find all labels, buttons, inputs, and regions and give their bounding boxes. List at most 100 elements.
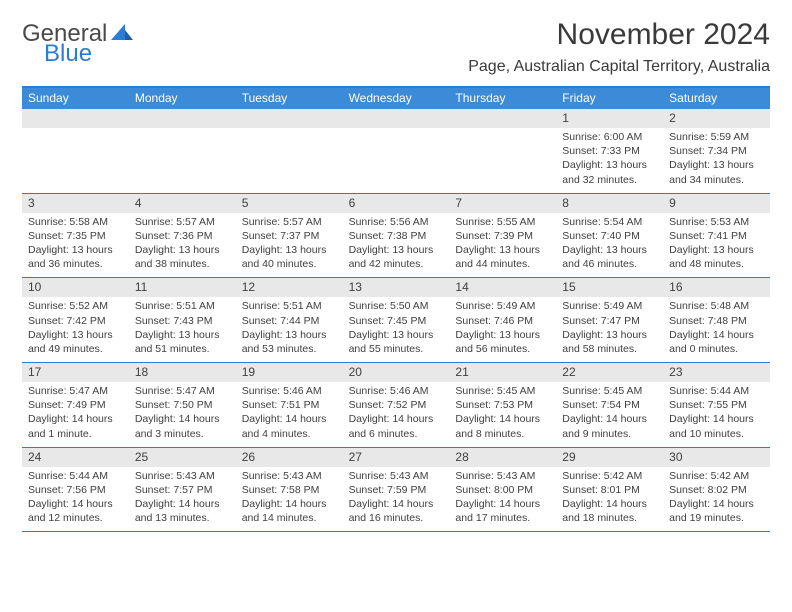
day-cell: Sunrise: 5:44 AMSunset: 7:56 PMDaylight:… (22, 467, 129, 532)
daylight-text: Daylight: 13 hours and 55 minutes. (349, 328, 446, 356)
daylight-text: Daylight: 13 hours and 34 minutes. (669, 158, 766, 186)
day-cell: Sunrise: 5:49 AMSunset: 7:47 PMDaylight:… (556, 297, 663, 362)
sunset-text: Sunset: 7:58 PM (242, 483, 339, 497)
daylight-text: Daylight: 14 hours and 10 minutes. (669, 412, 766, 440)
daylight-text: Daylight: 13 hours and 40 minutes. (242, 243, 339, 271)
day-cell: Sunrise: 5:56 AMSunset: 7:38 PMDaylight:… (343, 213, 450, 278)
title-block: November 2024 Page, Australian Capital T… (468, 18, 770, 76)
day-number-row: 3456789 (22, 194, 770, 213)
day-number: 16 (663, 278, 770, 297)
sunrise-text: Sunrise: 5:43 AM (455, 469, 552, 483)
day-cell (236, 128, 343, 193)
day-cell: Sunrise: 5:58 AMSunset: 7:35 PMDaylight:… (22, 213, 129, 278)
week-block: 24252627282930Sunrise: 5:44 AMSunset: 7:… (22, 448, 770, 533)
sunset-text: Sunset: 7:38 PM (349, 229, 446, 243)
sunrise-text: Sunrise: 5:44 AM (669, 384, 766, 398)
sunset-text: Sunset: 7:55 PM (669, 398, 766, 412)
day-number: 18 (129, 363, 236, 382)
daylight-text: Daylight: 14 hours and 8 minutes. (455, 412, 552, 440)
day-content-row: Sunrise: 6:00 AMSunset: 7:33 PMDaylight:… (22, 128, 770, 193)
day-content-row: Sunrise: 5:52 AMSunset: 7:42 PMDaylight:… (22, 297, 770, 362)
sunset-text: Sunset: 7:39 PM (455, 229, 552, 243)
day-cell: Sunrise: 5:59 AMSunset: 7:34 PMDaylight:… (663, 128, 770, 193)
weekday-header: Friday (556, 88, 663, 109)
calendar-grid: SundayMondayTuesdayWednesdayThursdayFrid… (22, 86, 770, 532)
month-title: November 2024 (468, 18, 770, 52)
sunrise-text: Sunrise: 5:47 AM (28, 384, 125, 398)
day-number: 13 (343, 278, 450, 297)
sunset-text: Sunset: 7:50 PM (135, 398, 232, 412)
day-number: 25 (129, 448, 236, 467)
daylight-text: Daylight: 13 hours and 51 minutes. (135, 328, 232, 356)
day-content-row: Sunrise: 5:58 AMSunset: 7:35 PMDaylight:… (22, 213, 770, 278)
day-number: 23 (663, 363, 770, 382)
sunrise-text: Sunrise: 5:54 AM (562, 215, 659, 229)
sunrise-text: Sunrise: 5:43 AM (349, 469, 446, 483)
day-number-row: 12 (22, 109, 770, 128)
sunrise-text: Sunrise: 5:45 AM (562, 384, 659, 398)
sunset-text: Sunset: 7:45 PM (349, 314, 446, 328)
weekday-header: Monday (129, 88, 236, 109)
sunrise-text: Sunrise: 5:49 AM (455, 299, 552, 313)
day-number: 27 (343, 448, 450, 467)
day-number-row: 24252627282930 (22, 448, 770, 467)
daylight-text: Daylight: 13 hours and 56 minutes. (455, 328, 552, 356)
day-number: 26 (236, 448, 343, 467)
daylight-text: Daylight: 13 hours and 48 minutes. (669, 243, 766, 271)
day-number: 14 (449, 278, 556, 297)
sunset-text: Sunset: 8:02 PM (669, 483, 766, 497)
day-number: 24 (22, 448, 129, 467)
day-number (22, 109, 129, 128)
week-block: 10111213141516Sunrise: 5:52 AMSunset: 7:… (22, 278, 770, 363)
daylight-text: Daylight: 14 hours and 4 minutes. (242, 412, 339, 440)
daylight-text: Daylight: 13 hours and 38 minutes. (135, 243, 232, 271)
sunset-text: Sunset: 7:59 PM (349, 483, 446, 497)
daylight-text: Daylight: 13 hours and 58 minutes. (562, 328, 659, 356)
day-number: 9 (663, 194, 770, 213)
day-cell: Sunrise: 5:47 AMSunset: 7:50 PMDaylight:… (129, 382, 236, 447)
day-number (449, 109, 556, 128)
weekday-header-row: SundayMondayTuesdayWednesdayThursdayFrid… (22, 88, 770, 109)
day-cell: Sunrise: 5:51 AMSunset: 7:44 PMDaylight:… (236, 297, 343, 362)
day-number: 6 (343, 194, 450, 213)
daylight-text: Daylight: 14 hours and 1 minute. (28, 412, 125, 440)
week-block: 17181920212223Sunrise: 5:47 AMSunset: 7:… (22, 363, 770, 448)
sunrise-text: Sunrise: 5:56 AM (349, 215, 446, 229)
day-cell: Sunrise: 5:42 AMSunset: 8:01 PMDaylight:… (556, 467, 663, 532)
day-cell (449, 128, 556, 193)
daylight-text: Daylight: 13 hours and 44 minutes. (455, 243, 552, 271)
sunset-text: Sunset: 7:57 PM (135, 483, 232, 497)
day-number-row: 10111213141516 (22, 278, 770, 297)
daylight-text: Daylight: 13 hours and 53 minutes. (242, 328, 339, 356)
day-cell: Sunrise: 5:43 AMSunset: 7:58 PMDaylight:… (236, 467, 343, 532)
sunset-text: Sunset: 7:34 PM (669, 144, 766, 158)
day-cell: Sunrise: 5:57 AMSunset: 7:37 PMDaylight:… (236, 213, 343, 278)
day-number: 12 (236, 278, 343, 297)
week-block: 12Sunrise: 6:00 AMSunset: 7:33 PMDayligh… (22, 109, 770, 194)
sunrise-text: Sunrise: 5:50 AM (349, 299, 446, 313)
day-cell: Sunrise: 5:46 AMSunset: 7:51 PMDaylight:… (236, 382, 343, 447)
sunset-text: Sunset: 7:37 PM (242, 229, 339, 243)
sunset-text: Sunset: 7:48 PM (669, 314, 766, 328)
sunset-text: Sunset: 8:01 PM (562, 483, 659, 497)
sunrise-text: Sunrise: 5:46 AM (242, 384, 339, 398)
day-cell (22, 128, 129, 193)
day-cell: Sunrise: 5:53 AMSunset: 7:41 PMDaylight:… (663, 213, 770, 278)
sunrise-text: Sunrise: 5:48 AM (669, 299, 766, 313)
day-content-row: Sunrise: 5:44 AMSunset: 7:56 PM Daylight:… (22, 467, 770, 532)
sunset-text: Sunset: 8:00 PM (455, 483, 552, 497)
location-subtitle: Page, Australian Capital Territory, Aust… (468, 58, 770, 76)
logo: General Blue (22, 22, 133, 66)
sunset-text: Sunset: 7:43 PM (135, 314, 232, 328)
day-number: 29 (556, 448, 663, 467)
sunset-text: Sunset: 7:56 PM (28, 483, 125, 497)
sunrise-text: Sunrise: 5:51 AM (242, 299, 339, 313)
daylight-text: Daylight: 14 hours and 0 minutes. (669, 328, 766, 356)
sunrise-text: Sunrise: 5:44 AM (28, 469, 125, 483)
sunset-text: Sunset: 7:49 PM (28, 398, 125, 412)
daylight-text: Daylight: 14 hours and 16 minutes. (349, 497, 446, 525)
day-number: 1 (556, 109, 663, 128)
sunset-text: Sunset: 7:51 PM (242, 398, 339, 412)
day-number: 5 (236, 194, 343, 213)
sunrise-text: Sunrise: 5:57 AM (242, 215, 339, 229)
